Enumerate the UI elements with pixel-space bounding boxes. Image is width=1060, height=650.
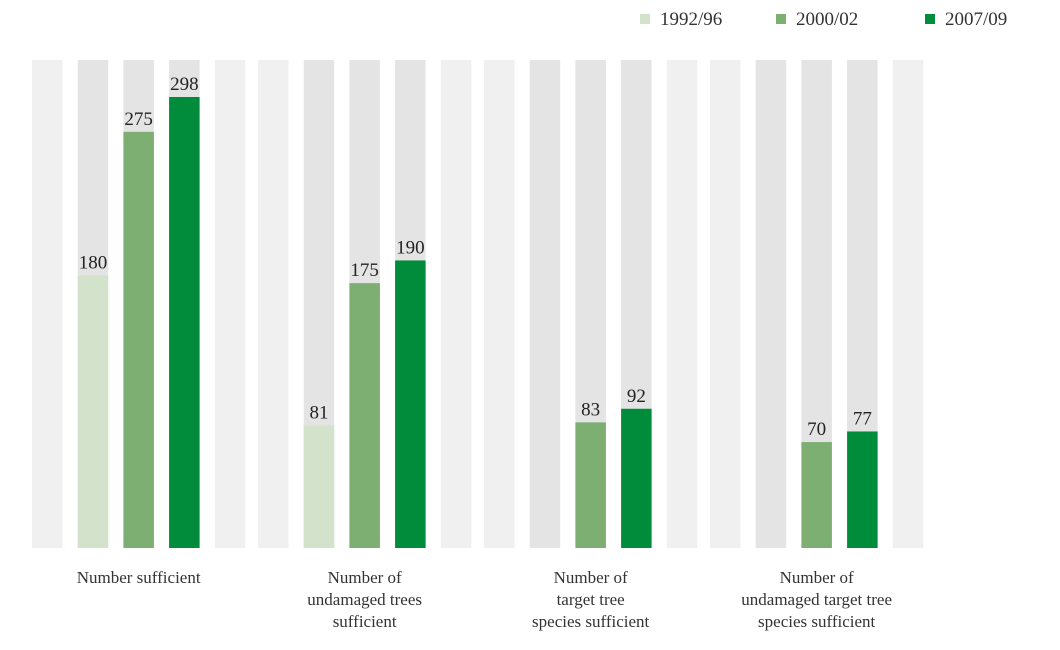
legend: 1992/96 2000/02 2007/09: [640, 9, 1007, 30]
legend-swatch: [776, 14, 786, 24]
data-label: 83: [581, 399, 600, 420]
background-bands: [32, 60, 924, 548]
data-label: 70: [807, 419, 826, 440]
data-label: 190: [396, 237, 425, 258]
legend-swatch: [925, 14, 935, 24]
data-labels: 180 275 298 81 175 190 83 92 70 77: [79, 74, 872, 440]
background-band: [892, 60, 924, 548]
legend-swatch: [640, 14, 650, 24]
bar-2000-02-1: [123, 131, 154, 549]
background-band: [440, 60, 472, 548]
data-label: 92: [627, 386, 646, 407]
background-band: [710, 60, 741, 548]
background-band: [258, 60, 289, 548]
background-band: [666, 60, 698, 548]
background-band: [32, 60, 63, 548]
data-label: 275: [124, 109, 153, 130]
background-band: [484, 60, 515, 548]
category-label: Number sufficient: [77, 568, 201, 587]
category-label: Number of target tree species sufficient: [532, 568, 650, 631]
bar-2007-09-2: [395, 260, 426, 548]
bar-2007-09-4: [847, 431, 878, 548]
bars: [77, 97, 878, 549]
data-label: 180: [79, 253, 108, 274]
background-band: [214, 60, 246, 548]
category-labels: Number sufficient Number of undamaged tree…: [77, 568, 892, 631]
bar-2000-02-2: [349, 283, 380, 548]
category-label: Number of undamaged target tree species su…: [741, 568, 892, 631]
bar-2000-02-3: [575, 422, 606, 548]
data-label: 81: [309, 402, 328, 423]
background-band: [529, 60, 561, 548]
data-label: 298: [170, 74, 199, 95]
legend-label: 1992/96: [660, 9, 722, 30]
data-label: 175: [350, 260, 379, 281]
bar-1992-96-1: [77, 275, 109, 548]
legend-label: 2000/02: [796, 9, 858, 30]
background-band: [755, 60, 787, 548]
data-label: 77: [853, 408, 872, 429]
legend-label: 2007/09: [945, 9, 1007, 30]
category-label: Number of undamaged trees sufficient: [307, 568, 422, 631]
bar-2000-02-4: [801, 442, 832, 548]
bar-1992-96-2: [303, 425, 335, 548]
bar-2007-09-1: [169, 97, 200, 548]
bar-2007-09-3: [621, 408, 652, 548]
